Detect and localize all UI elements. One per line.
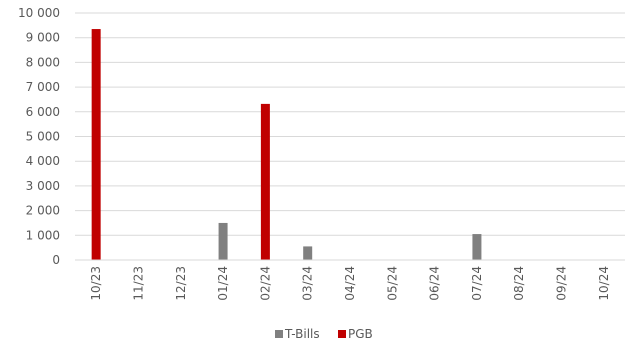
x-tick-label: 10/24 <box>597 266 611 301</box>
bar-t-bills-07-24 <box>472 234 482 260</box>
y-tick-label: 4 000 <box>26 154 60 168</box>
bar-t-bills-01-24 <box>218 222 228 260</box>
y-tick-label: 7 000 <box>26 80 60 94</box>
y-tick-label: 0 <box>52 253 60 267</box>
bar-pgb-10-23 <box>91 29 101 261</box>
x-tick-label: 08/24 <box>512 266 526 301</box>
x-tick-label: 01/24 <box>216 266 230 301</box>
legend: T-Bills PGB <box>275 327 373 341</box>
y-tick-label: 2 000 <box>26 204 60 218</box>
legend-swatch-pgb <box>338 330 346 338</box>
x-tick-label: 04/24 <box>343 266 357 301</box>
x-tick-label: 09/24 <box>555 266 569 301</box>
x-tick-label: 05/24 <box>385 266 399 301</box>
x-tick-label: 02/24 <box>258 266 272 301</box>
legend-label-tbills: T-Bills <box>284 327 320 341</box>
y-tick-label: 10 000 <box>18 6 60 20</box>
y-tick-label: 5 000 <box>26 130 60 144</box>
x-tick-label: 11/23 <box>131 266 145 301</box>
y-tick-label: 1 000 <box>26 228 60 242</box>
y-tick-label: 3 000 <box>26 179 60 193</box>
gridlines <box>75 12 625 236</box>
x-tick-label: 10/23 <box>89 266 103 301</box>
x-tick-label: 12/23 <box>174 266 188 301</box>
bar-pgb-02-24 <box>260 103 270 260</box>
y-tick-label: 6 000 <box>26 105 60 119</box>
y-tick-label: 8 000 <box>26 55 60 69</box>
bar-t-bills-03-24 <box>303 246 313 260</box>
legend-label-pgb: PGB <box>348 327 373 341</box>
x-tick-label: 03/24 <box>301 266 315 301</box>
legend-swatch-tbills <box>275 330 283 338</box>
x-tick-label: 06/24 <box>428 266 442 301</box>
y-tick-label: 9 000 <box>26 31 60 45</box>
bars <box>91 29 482 261</box>
x-axis-ticks: 10/23 11/23 12/23 01/24 02/24 03/24 04/24 05/24… <box>89 266 611 301</box>
x-tick-label: 07/24 <box>470 266 484 301</box>
y-axis-ticks: 0 1 000 2 000 3 000 4 000 5 000 6 000 7 000 8 00… <box>18 6 60 267</box>
